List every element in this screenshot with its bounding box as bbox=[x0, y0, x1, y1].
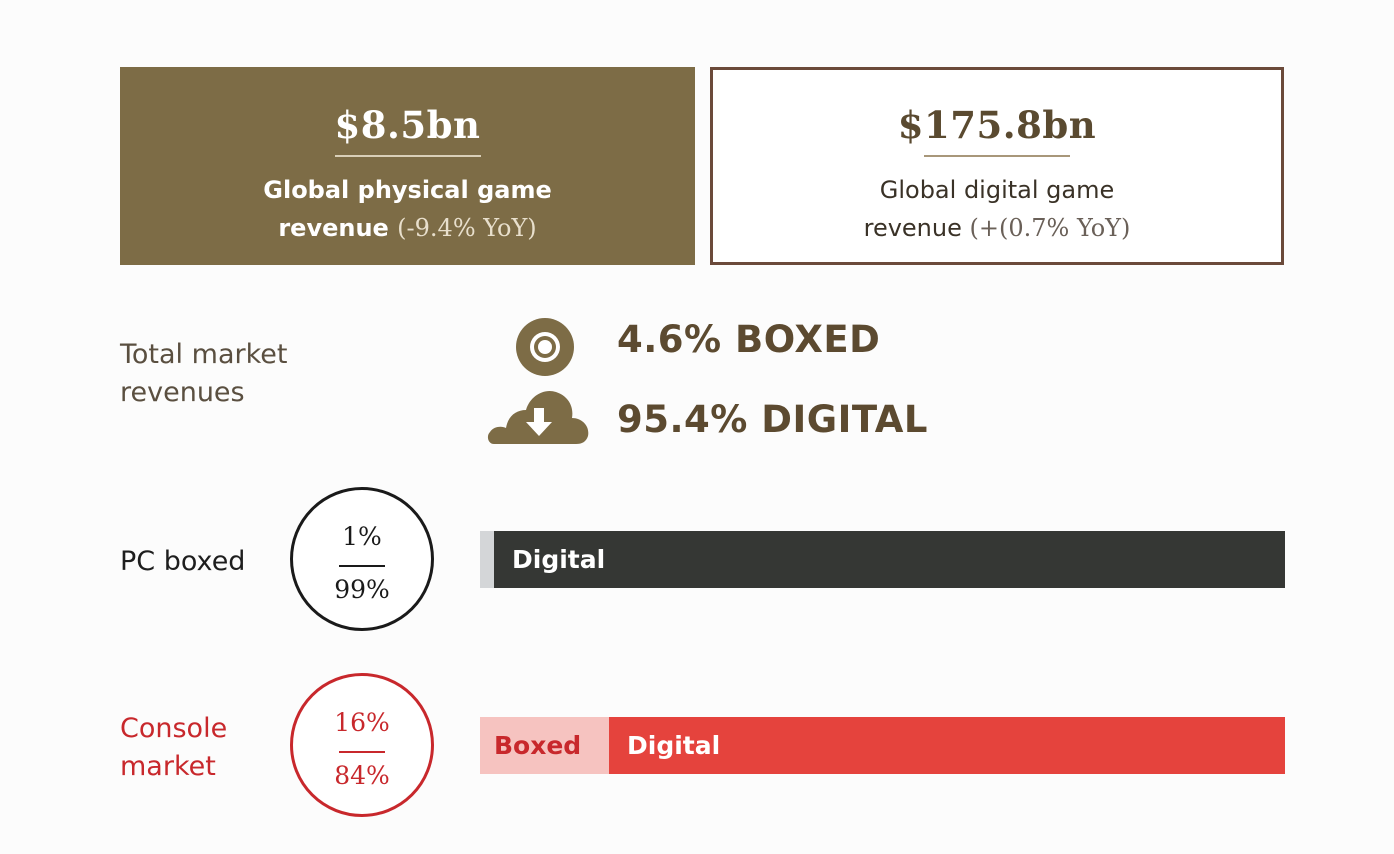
console-digital-segment: Digital bbox=[609, 717, 1285, 774]
cloud-download-icon bbox=[487, 390, 589, 444]
pc-row-label: PC boxed bbox=[120, 546, 246, 577]
digital-revenue-value: $175.8bn bbox=[897, 103, 1097, 147]
physical-label-word: revenue bbox=[278, 214, 389, 242]
pc-boxed-segment bbox=[480, 531, 494, 588]
digital-share: 95.4% DIGITAL bbox=[617, 398, 928, 441]
pc-ring-top-label: 1% bbox=[342, 522, 382, 551]
total-market-label-line1: Total market bbox=[120, 339, 288, 370]
pc-ring-divider bbox=[339, 565, 385, 567]
physical-label-line1: Global physical game bbox=[263, 176, 552, 204]
digital-label-line2: revenue (+(0.7% YoY) bbox=[713, 209, 1281, 247]
physical-card-divider bbox=[334, 155, 481, 157]
total-market-label: Total market revenues bbox=[120, 336, 287, 412]
console-label-line2: market bbox=[120, 751, 216, 782]
pc-ring-bottom-label: 99% bbox=[334, 575, 390, 604]
console-stacked-bar: Boxed Digital bbox=[480, 717, 1285, 774]
console-ring-divider bbox=[339, 751, 385, 753]
digital-label-word: revenue bbox=[863, 214, 962, 242]
digital-revenue-card: $175.8bn Global digital game revenue (+(… bbox=[710, 67, 1284, 265]
total-market-label-line2: revenues bbox=[120, 377, 245, 408]
digital-card-divider bbox=[924, 155, 1070, 157]
console-share-ring: 16% 84% bbox=[290, 673, 434, 817]
pc-digital-segment: Digital bbox=[494, 531, 1285, 588]
physical-revenue-card: $8.5bn Global physical game revenue (-9.… bbox=[120, 67, 695, 265]
physical-revenue-label: Global physical game revenue (-9.4% YoY) bbox=[120, 171, 695, 247]
digital-label-line1: Global digital game bbox=[879, 176, 1115, 204]
physical-revenue-value: $8.5bn bbox=[334, 103, 481, 147]
digital-revenue-label: Global digital game revenue (+(0.7% YoY) bbox=[713, 171, 1281, 247]
pc-stacked-bar: Digital bbox=[480, 531, 1285, 588]
physical-label-line2: revenue (-9.4% YoY) bbox=[120, 209, 695, 247]
console-ring-top-label: 16% bbox=[334, 708, 390, 737]
disc-icon bbox=[516, 318, 574, 376]
console-boxed-segment: Boxed bbox=[480, 717, 609, 774]
pc-share-ring: 1% 99% bbox=[290, 487, 434, 631]
physical-yoy: (-9.4% YoY) bbox=[397, 214, 537, 242]
console-label-line1: Console bbox=[120, 713, 228, 744]
console-row-label: Console market bbox=[120, 710, 227, 786]
digital-yoy: (+(0.7% YoY) bbox=[969, 214, 1131, 242]
console-ring-bottom-label: 84% bbox=[334, 761, 390, 790]
boxed-share: 4.6% BOXED bbox=[617, 318, 881, 361]
